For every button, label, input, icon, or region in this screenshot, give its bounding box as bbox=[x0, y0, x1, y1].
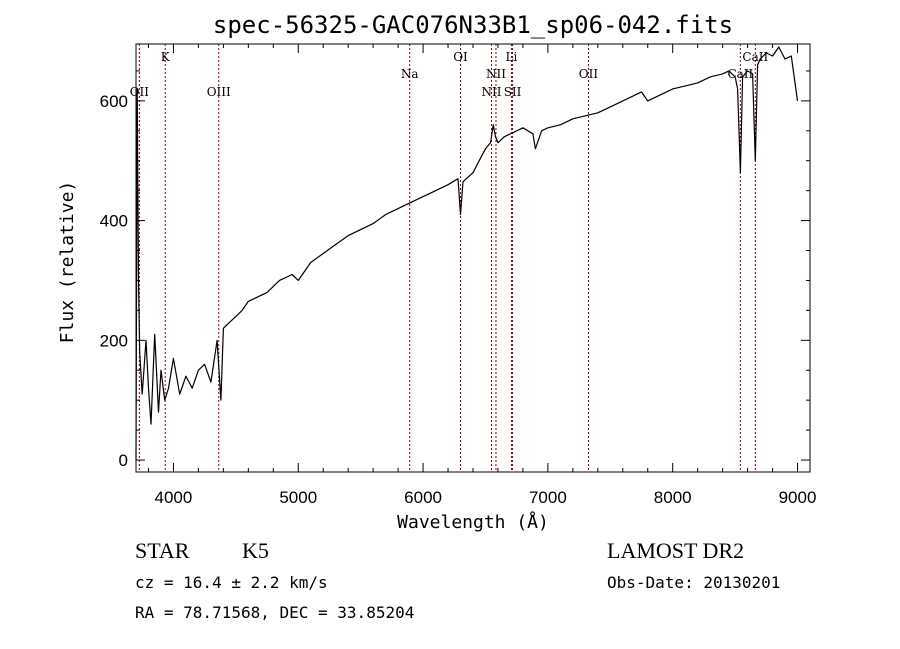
x-tick-label: 6000 bbox=[404, 488, 442, 507]
line-marker-label: OI bbox=[453, 50, 468, 64]
line-marker-label: NII bbox=[481, 85, 501, 99]
line-marker-label: CaII bbox=[742, 50, 768, 64]
line-marker-label: Li bbox=[506, 50, 518, 64]
x-tick-label: 7000 bbox=[529, 488, 567, 507]
y-tick-label: 400 bbox=[100, 212, 128, 231]
x-tick-label: 4000 bbox=[155, 488, 193, 507]
y-tick-label: 0 bbox=[119, 451, 128, 470]
survey-name: LAMOST DR2 bbox=[607, 538, 744, 563]
line-marker-label: K bbox=[161, 50, 171, 64]
y-tick-label: 200 bbox=[100, 331, 128, 350]
axis-ticks: 4000 5000 6000 7000 8000 9000 0 200 400 600 bbox=[100, 44, 817, 507]
line-marker-label: CaII bbox=[727, 67, 753, 81]
line-marker-label: SII bbox=[504, 85, 522, 99]
x-tick-label: 5000 bbox=[279, 488, 317, 507]
redshift-info: cz = 16.4 ± 2.2 km/s bbox=[135, 573, 328, 592]
chart-title: spec-56325-GAC076N33B1_sp06-042.fits bbox=[213, 11, 733, 39]
y-tick-label: 600 bbox=[100, 92, 128, 111]
coordinates: RA = 78.71568, DEC = 33.85204 bbox=[135, 603, 414, 622]
plot-frame bbox=[135, 43, 811, 473]
spectrum-series bbox=[135, 46, 799, 461]
spectrum-line bbox=[135, 46, 799, 461]
x-axis-label: Wavelength (Å) bbox=[397, 511, 549, 533]
object-class: STAR bbox=[135, 538, 190, 563]
x-tick-label: 9000 bbox=[779, 488, 817, 507]
line-marker-label: NII bbox=[486, 67, 506, 81]
line-marker-label: OIII bbox=[207, 85, 231, 99]
x-tick-label: 8000 bbox=[654, 488, 692, 507]
observation-date: Obs-Date: 20130201 bbox=[607, 573, 780, 592]
line-marker-label: OII bbox=[130, 85, 150, 99]
line-marker-label: OII bbox=[579, 67, 599, 81]
y-axis-label: Flux (relative) bbox=[57, 181, 78, 344]
object-subclass: K5 bbox=[242, 538, 269, 563]
line-marker-label: Na bbox=[401, 67, 419, 81]
